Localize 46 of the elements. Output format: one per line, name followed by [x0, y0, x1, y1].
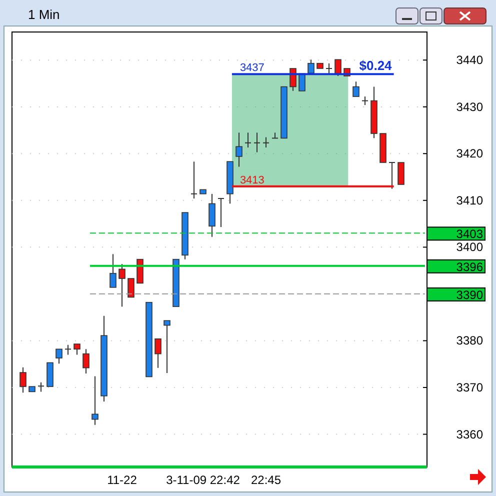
candlestick: [308, 59, 314, 74]
y-tick-label: 3440: [456, 53, 484, 68]
y-tick-label: 3420: [456, 146, 484, 161]
band-label: $0.24: [359, 58, 393, 74]
candlestick: [272, 132, 278, 139]
y-tick-label: 3370: [456, 380, 484, 394]
candlestick: [326, 62, 332, 74]
ref-line-label: 3396: [456, 260, 484, 274]
candlestick: [208, 193, 216, 238]
candlestick: [236, 132, 242, 168]
candlestick: [110, 254, 116, 288]
candlestick: [398, 162, 404, 185]
y-tick-label: 3430: [456, 100, 484, 114]
candlestick: [118, 264, 126, 308]
candlestick: [262, 136, 270, 148]
y-tick-label: 3360: [456, 427, 484, 442]
candlestick: [64, 344, 72, 356]
candlestick: [20, 366, 26, 394]
candlestick: [82, 348, 90, 374]
y-tick-label: 3410: [456, 193, 484, 208]
chart-title: 1 Min: [28, 7, 60, 22]
x-tick-label: 22:45: [250, 473, 282, 487]
candlestick: [254, 132, 260, 153]
candlestick: [244, 132, 252, 148]
candlestick: [38, 382, 44, 392]
ref-line-label: 3390: [456, 288, 484, 302]
candlestick: [56, 348, 62, 364]
x-tick-label: 11-22: [107, 473, 138, 487]
candlestick: [190, 161, 198, 200]
candlestick: [164, 320, 170, 374]
y-tick-label: 3380: [456, 334, 484, 348]
ref-line-label: 3437: [240, 62, 264, 74]
candlestick: [92, 376, 98, 426]
candlestick: [154, 338, 162, 368]
ref-line-label: 3403: [456, 227, 484, 242]
candlestick: [46, 362, 54, 387]
candlestick: [352, 81, 360, 98]
candlestick: [388, 162, 396, 190]
x-tick-label: 3-11-09 22:42: [166, 473, 240, 487]
ref-line-label: 3413: [240, 174, 264, 186]
candlestick: [74, 343, 80, 356]
candlestick: [290, 68, 296, 92]
candlestick: [218, 198, 224, 228]
candlestick: [298, 73, 306, 92]
y-tick-label: 3400: [456, 240, 484, 254]
candlestick: [128, 278, 134, 298]
